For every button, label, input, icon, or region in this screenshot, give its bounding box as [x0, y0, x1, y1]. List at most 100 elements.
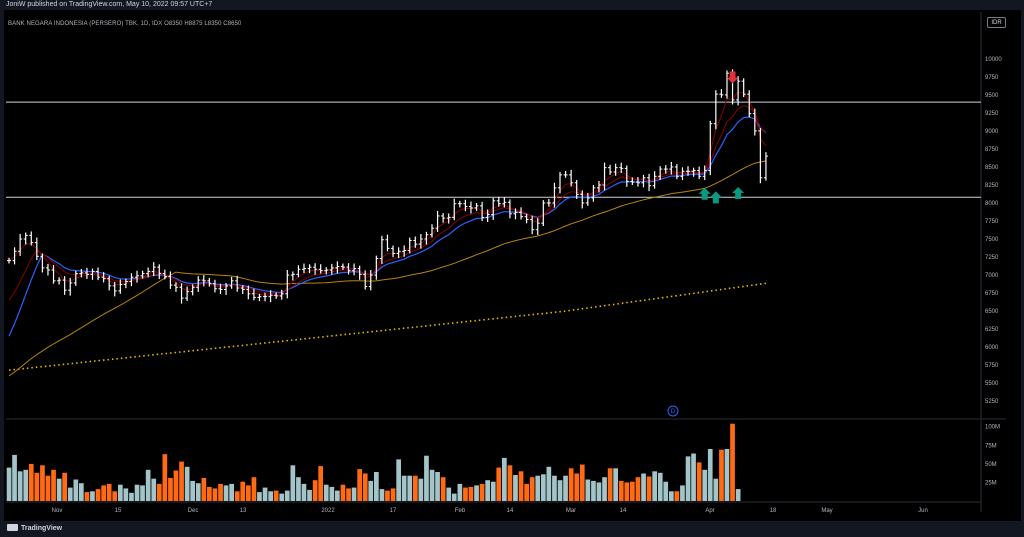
tradingview-logo[interactable]: TradingView	[7, 524, 62, 532]
ohlc-bar	[530, 215, 535, 235]
ohlc-bar	[691, 167, 696, 177]
ohlc-bar	[162, 269, 167, 280]
price-tick-label: 8750	[985, 147, 999, 153]
volume-bar	[418, 478, 424, 501]
ohlc-bar	[463, 199, 468, 212]
ohlc-bar	[496, 196, 501, 207]
ohlc-bar	[680, 167, 685, 181]
ohlc-bar	[452, 198, 457, 221]
volume-bar	[106, 483, 112, 501]
volume-bar	[234, 491, 240, 501]
time-tick-label: 13	[240, 508, 247, 514]
ohlc-bar	[519, 207, 524, 220]
ohlc-bar	[574, 179, 579, 199]
time-tick-label: May	[821, 508, 832, 514]
volume-bar	[251, 477, 257, 501]
volume-bar	[346, 488, 351, 501]
ohlc-bar	[7, 257, 11, 264]
volume-bar	[507, 465, 513, 501]
volume-bar	[390, 488, 396, 501]
volume-bar	[67, 487, 73, 501]
ohlc-bar	[212, 279, 217, 293]
ohlc-bar	[441, 213, 446, 223]
ohlc-bar	[474, 202, 479, 211]
time-tick-label: 17	[390, 508, 397, 514]
volume-bar	[618, 480, 624, 501]
volume-bar	[596, 482, 602, 501]
ohlc-bar	[207, 277, 212, 287]
volume-bar	[173, 470, 179, 501]
ohlc-bar	[507, 199, 512, 219]
volume-bar	[140, 485, 145, 501]
buy-arrow-icon	[732, 187, 745, 200]
ohlc-bar	[196, 276, 201, 292]
volume-bar	[279, 493, 285, 501]
volume-bar	[479, 483, 485, 501]
volume-bar	[396, 459, 401, 501]
volume-bar	[246, 485, 251, 501]
volume-tick-label: 50M	[985, 462, 997, 468]
volume-bar	[435, 472, 440, 501]
volume-bar	[485, 480, 490, 501]
volume-bar	[156, 483, 162, 501]
ohlc-bar	[301, 263, 306, 274]
ohlc-bar	[352, 263, 357, 276]
volume-bar	[151, 478, 157, 501]
volume-bar	[385, 490, 390, 501]
chart-panel[interactable]	[4, 10, 1021, 530]
ohlc-bar	[12, 247, 17, 265]
ohlc-bar	[713, 90, 718, 130]
ohlc-bar	[596, 180, 601, 193]
volume-bar	[223, 485, 229, 501]
ohlc-bar	[129, 273, 134, 287]
ohlc-bar	[84, 267, 89, 279]
ohlc-bar	[468, 201, 473, 214]
price-tick-label: 6000	[985, 345, 999, 351]
volume-bar	[424, 455, 429, 501]
publish-bar: JoniW published on TradingView.com, May …	[0, 0, 1024, 10]
volume-bar	[134, 484, 140, 501]
volume-bar	[641, 473, 646, 501]
ohlc-bar	[652, 171, 657, 189]
volume-bar	[579, 464, 585, 501]
tradingview-brand-text: TradingView	[21, 525, 63, 532]
dividend-marker-icon	[667, 405, 679, 417]
price-tick-label: 5250	[985, 399, 999, 405]
volume-bar	[201, 478, 207, 501]
currency-badge[interactable]: IDR	[987, 17, 1006, 28]
ohlc-bar	[18, 233, 23, 256]
price-tick-label: 5750	[985, 363, 999, 369]
volume-bar	[335, 490, 340, 501]
ohlc-bar	[135, 270, 140, 283]
volume-bar	[468, 486, 474, 501]
ohlc-bar	[324, 267, 329, 275]
buy-arrow-icon	[709, 191, 722, 204]
volume-bar	[663, 481, 669, 501]
volume-bar	[51, 469, 56, 501]
ohlc-bar	[23, 232, 28, 245]
volume-bar	[496, 467, 502, 501]
volume-bar	[218, 483, 223, 501]
volume-bar	[179, 461, 184, 501]
ohlc-bar	[274, 292, 279, 299]
ohlc-bar	[40, 253, 45, 273]
ohlc-bar	[290, 271, 295, 281]
published-by-text: JoniW published on TradingView.com, May …	[6, 1, 213, 8]
ohlc-bar	[480, 201, 485, 222]
volume-bar	[490, 481, 496, 501]
ohlc-bar	[747, 90, 752, 118]
ohlc-bar	[185, 286, 190, 302]
volume-bar	[691, 453, 696, 501]
ohlc-bar	[357, 265, 362, 280]
ohlc-bar	[379, 235, 384, 264]
ohlc-bar	[524, 213, 529, 224]
price-tick-label: 6250	[985, 327, 999, 333]
ohlc-bar	[29, 231, 34, 246]
volume-bar	[28, 463, 34, 501]
sell-arrow-icon	[726, 71, 739, 84]
volume-bar	[307, 489, 312, 501]
volume-bar	[162, 454, 168, 501]
ohlc-bar	[313, 263, 318, 275]
slow-ma-line	[8, 160, 766, 377]
